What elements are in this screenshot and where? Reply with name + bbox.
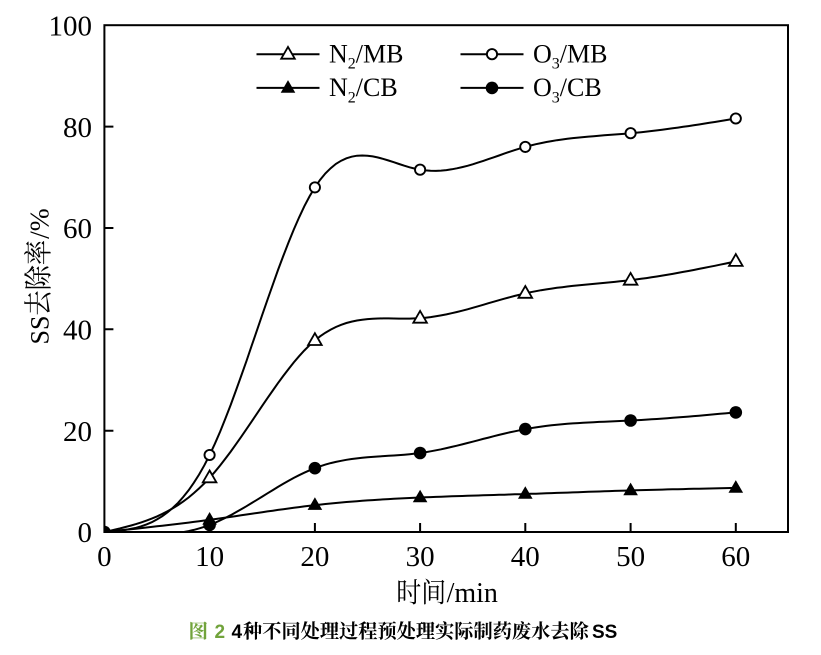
svg-text:O3/MB: O3/MB: [533, 40, 607, 73]
svg-text:N2/MB: N2/MB: [329, 40, 403, 73]
svg-text:40: 40: [63, 315, 92, 347]
svg-text:2: 2: [215, 622, 226, 643]
svg-text:80: 80: [63, 112, 92, 144]
svg-text:30: 30: [406, 541, 435, 573]
svg-text:20: 20: [63, 416, 92, 448]
svg-text:4: 4: [232, 622, 243, 643]
svg-text:SS: SS: [26, 316, 55, 345]
svg-text:N2/CB: N2/CB: [329, 73, 398, 106]
svg-text:60: 60: [63, 213, 92, 245]
svg-text:50: 50: [616, 541, 645, 573]
svg-text:40: 40: [511, 541, 540, 573]
svg-text:O3/CB: O3/CB: [533, 73, 602, 106]
svg-text:60: 60: [721, 541, 750, 573]
svg-text:0: 0: [78, 517, 93, 549]
svg-text:20: 20: [300, 541, 329, 573]
svg-text:/%: /%: [24, 208, 55, 239]
svg-text:/min: /min: [447, 578, 498, 609]
svg-text:0: 0: [97, 541, 112, 573]
svg-text:100: 100: [49, 11, 93, 43]
svg-text:SS: SS: [592, 622, 617, 643]
svg-text:10: 10: [195, 541, 224, 573]
